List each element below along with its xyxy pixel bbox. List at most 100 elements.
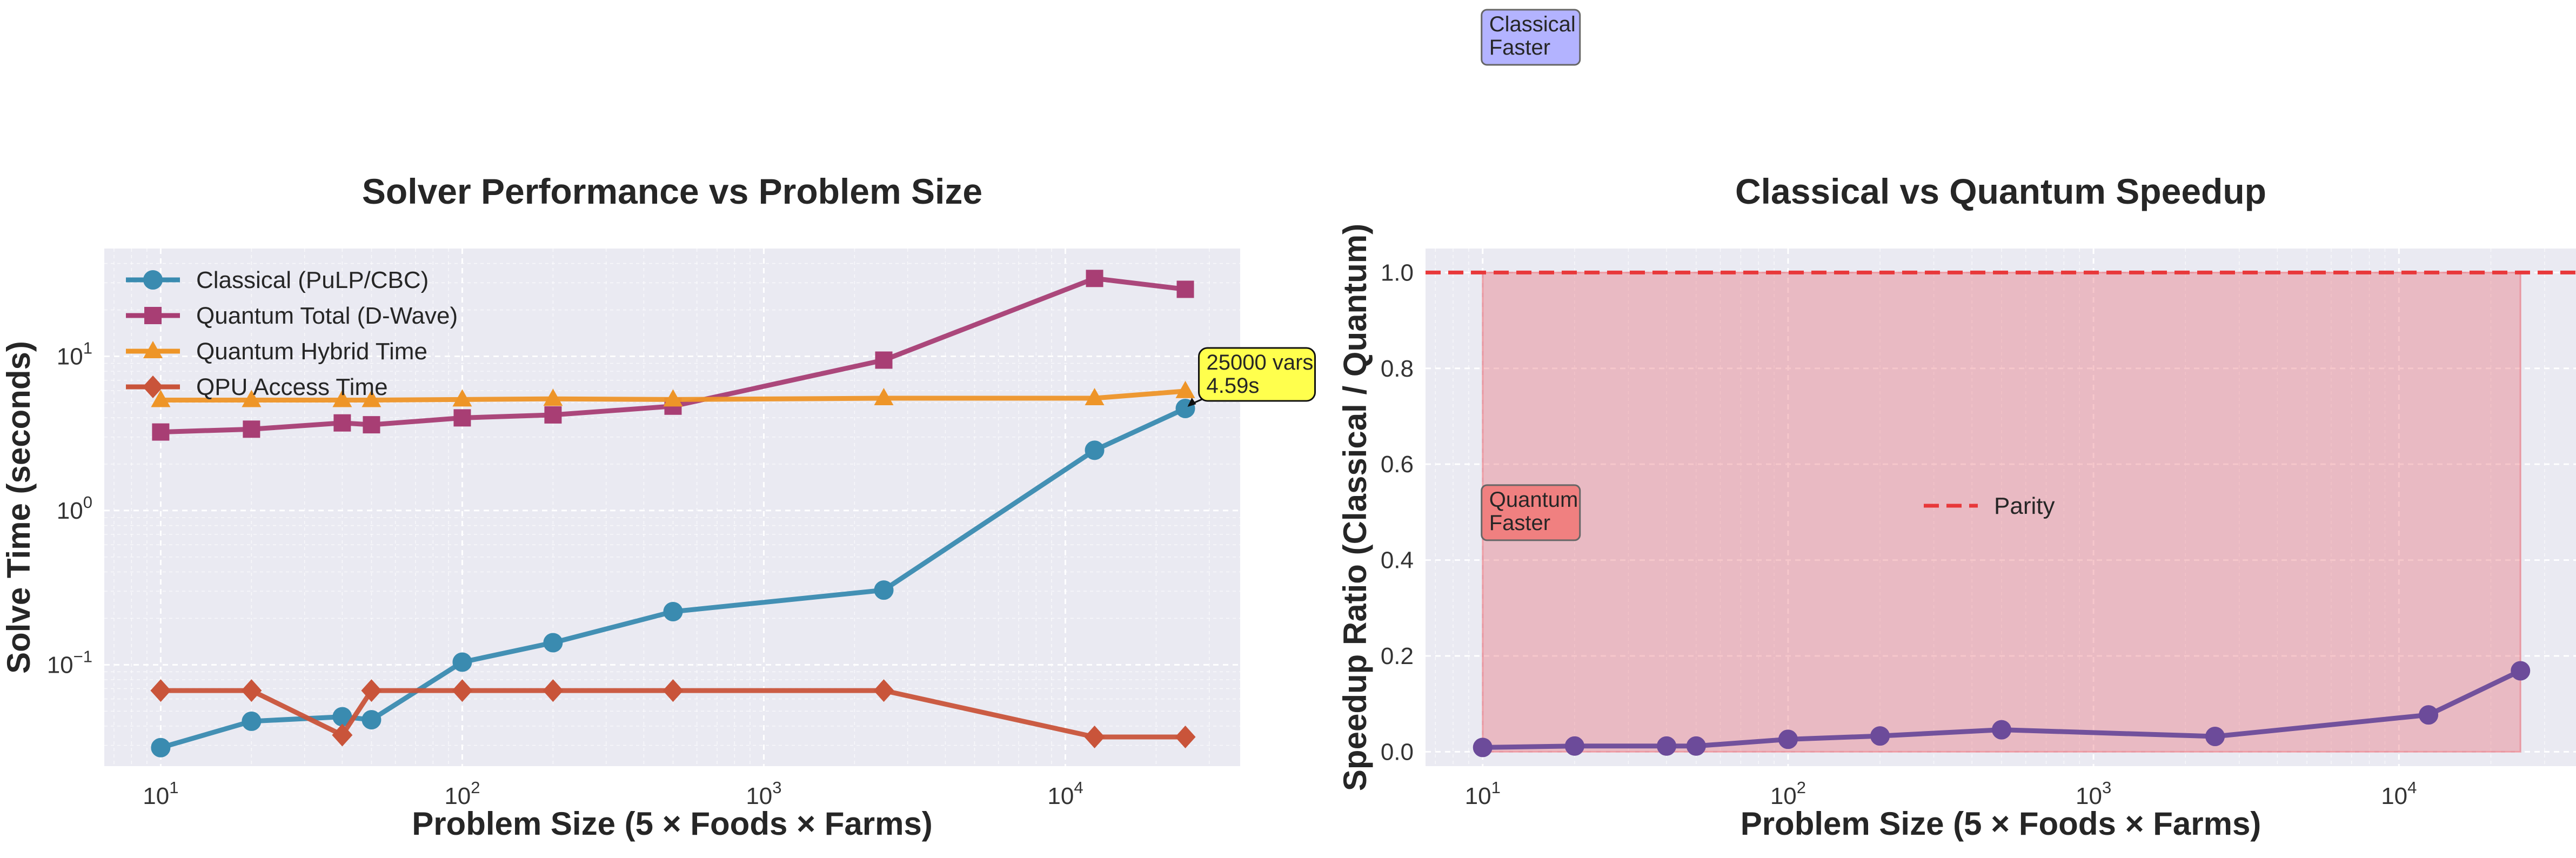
annotation-text: Classical (1489, 12, 1576, 36)
data-point (2205, 727, 2225, 747)
data-point (1778, 729, 1798, 749)
data-point (1657, 736, 1677, 756)
data-point (1870, 726, 1890, 746)
x-tick-label: 104 (2381, 778, 2417, 809)
y-tick-label: 0.2 (1381, 643, 1414, 669)
y-tick-label: 0.6 (1381, 451, 1414, 478)
data-point (1085, 388, 1105, 406)
data-point (242, 711, 262, 731)
data-point (1084, 726, 1105, 749)
data-point (361, 679, 382, 702)
data-point (452, 389, 472, 407)
data-point (150, 679, 171, 702)
data-point (452, 652, 472, 672)
x-axis-label: Problem Size (5 × Foods × Farms) (1741, 806, 2261, 842)
data-point (151, 738, 171, 758)
annotation-box (1481, 484, 1581, 541)
y-tick-label: 0.0 (1381, 739, 1414, 765)
data-point (1686, 736, 1706, 756)
chart-solver-performance: 101 102 103 104 10−1 100 101 Solver Performance… (1, 171, 1316, 842)
series-line (160, 406, 1187, 750)
y-axis-label: Speedup Ratio (Classical / Quantum) (1337, 224, 1373, 791)
y-tick-label: 101 (57, 338, 92, 370)
data-point (2511, 661, 2531, 681)
legend: Parity (1924, 493, 2055, 519)
annotation-box (1481, 9, 1581, 66)
y-tick-label: 10−1 (47, 647, 92, 678)
y-tick-label: 0.4 (1381, 547, 1414, 574)
data-point (1176, 280, 1194, 298)
annotation-text: Faster (1489, 36, 1550, 59)
legend-swatch-marker (143, 341, 163, 358)
data-point (332, 723, 353, 747)
legend-swatch-marker (143, 270, 163, 290)
x-tick-label: 104 (1047, 778, 1083, 809)
legend-label: Quantum Hybrid Time (196, 338, 427, 365)
chart-title: Solver Performance vs Problem Size (362, 171, 982, 211)
data-point (1473, 738, 1493, 758)
data-point (332, 390, 352, 407)
data-point (543, 633, 563, 653)
data-point (151, 390, 171, 407)
y-tick-label: 100 (57, 493, 92, 524)
data-point (152, 423, 170, 441)
data-point (873, 679, 894, 702)
data-point (663, 602, 683, 622)
chart-title: Classical vs Quantum Speedup (1735, 171, 2266, 211)
series-1 (152, 270, 1194, 441)
legend-label: QPU Access Time (196, 374, 388, 400)
data-point (875, 351, 893, 369)
chart-speedup: 101 102 103 104 0.0 0.2 0.4 0.6 0.8 1.0 Classical … (1337, 9, 2576, 842)
series-line (1482, 668, 2522, 750)
data-point (663, 679, 684, 702)
annotation-arrowhead (1187, 398, 1196, 407)
data-point (2419, 705, 2439, 725)
legend-swatch-marker (143, 376, 163, 398)
data-point (1085, 440, 1105, 460)
y-tick-label: 1.0 (1381, 259, 1414, 286)
data-point (241, 679, 262, 702)
annotation-text: Faster (1489, 511, 1550, 535)
data-point (362, 390, 382, 407)
data-point (874, 388, 894, 406)
plot-area (1426, 249, 2576, 766)
data-point (1086, 270, 1103, 287)
legend-label: Quantum Total (D-Wave) (196, 303, 458, 329)
series-3 (150, 679, 1196, 749)
data-point (362, 710, 382, 730)
legend-label: Parity (1994, 493, 2055, 519)
series-line (160, 688, 1186, 740)
x-tick-label: 101 (1465, 778, 1501, 809)
annotation-box (1198, 347, 1316, 402)
series-0 (151, 399, 1195, 758)
x-tick-label: 101 (143, 778, 178, 809)
data-point (452, 679, 473, 702)
y-axis-label: Solve Time (seconds) (1, 341, 37, 674)
data-point (243, 420, 260, 438)
x-tick-label: 103 (2076, 778, 2111, 809)
series-0 (1473, 661, 2531, 758)
annotation-text: 25000 vars (1207, 351, 1314, 374)
data-point (543, 388, 563, 406)
x-axis-label: Problem Size (5 × Foods × Farms) (412, 806, 933, 842)
data-point (363, 416, 380, 434)
x-tick-label: 102 (444, 778, 480, 809)
series-line (160, 388, 1186, 403)
x-tick-label: 103 (746, 778, 781, 809)
data-point (1564, 736, 1584, 756)
legend: Classical (PuLP/CBC) Quantum Total (D-Wav… (126, 267, 458, 400)
annotation-text: Quantum (1489, 488, 1578, 512)
shaded-region (1482, 271, 2521, 753)
x-tick-label: 102 (1770, 778, 1806, 809)
series-2 (151, 380, 1195, 407)
y-tick-label: 0.8 (1381, 356, 1414, 382)
data-point (874, 580, 894, 600)
data-point (544, 406, 562, 424)
data-point (1991, 720, 2011, 740)
legend-label: Classical (PuLP/CBC) (196, 267, 429, 293)
data-point (663, 389, 683, 407)
